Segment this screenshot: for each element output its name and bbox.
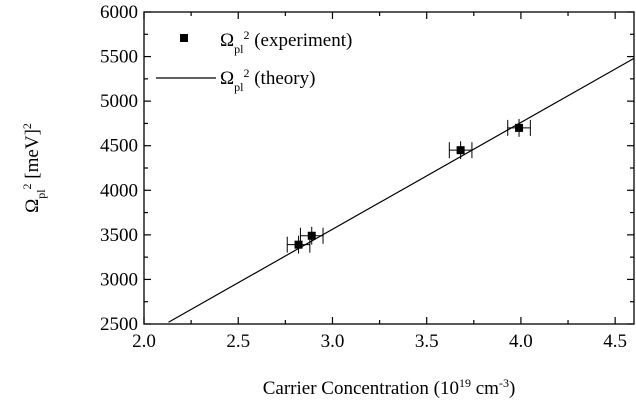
legend: Ωpl2 (experiment) Ωpl2 (theory) <box>156 28 352 94</box>
axis-ticks <box>143 11 634 325</box>
plot-area <box>168 57 635 323</box>
plot-frame <box>143 11 635 325</box>
data-point-marker <box>515 123 524 132</box>
experiment-point <box>448 141 473 160</box>
legend-label-experiment: Ωpl2 (experiment) <box>220 28 352 56</box>
data-point-marker <box>294 240 303 249</box>
experiment-point <box>299 226 324 245</box>
x-tick-label: 3.0 <box>321 331 345 352</box>
y-tick-label: 4000 <box>100 180 138 201</box>
y-tick-label: 2500 <box>100 314 138 335</box>
data-point-marker <box>456 146 465 155</box>
x-axis-label: Carrier Concentration (1019 cm-3) <box>263 376 516 399</box>
y-tick-label: 3000 <box>100 269 138 290</box>
x-tick-label: 2.5 <box>226 331 250 352</box>
x-tick-label: 4.5 <box>603 331 627 352</box>
y-tick-label: 6000 <box>100 2 138 23</box>
x-tick-label: 4.0 <box>509 331 533 352</box>
y-tick-label: 3500 <box>100 225 138 246</box>
y-tick-label: 5000 <box>100 91 138 112</box>
experiment-point <box>507 118 531 137</box>
theory-line <box>168 57 635 323</box>
x-tick-label: 2.0 <box>132 331 156 352</box>
data-point-marker <box>307 231 316 240</box>
experiment-point <box>286 235 311 254</box>
y-tick-labels: 2500 3000 3500 4000 4500 5000 5500 6000 <box>100 2 138 335</box>
y-tick-label: 4500 <box>100 136 138 157</box>
y-tick-label: 5500 <box>100 47 138 68</box>
legend-marker-experiment <box>180 34 188 42</box>
x-tick-labels: 2.0 2.5 3.0 3.5 4.0 4.5 <box>132 331 627 352</box>
x-tick-label: 3.5 <box>415 331 439 352</box>
y-axis-label: Ωpl2 [meV]2 <box>20 123 48 213</box>
legend-label-theory: Ωpl2 (theory) <box>220 66 315 94</box>
